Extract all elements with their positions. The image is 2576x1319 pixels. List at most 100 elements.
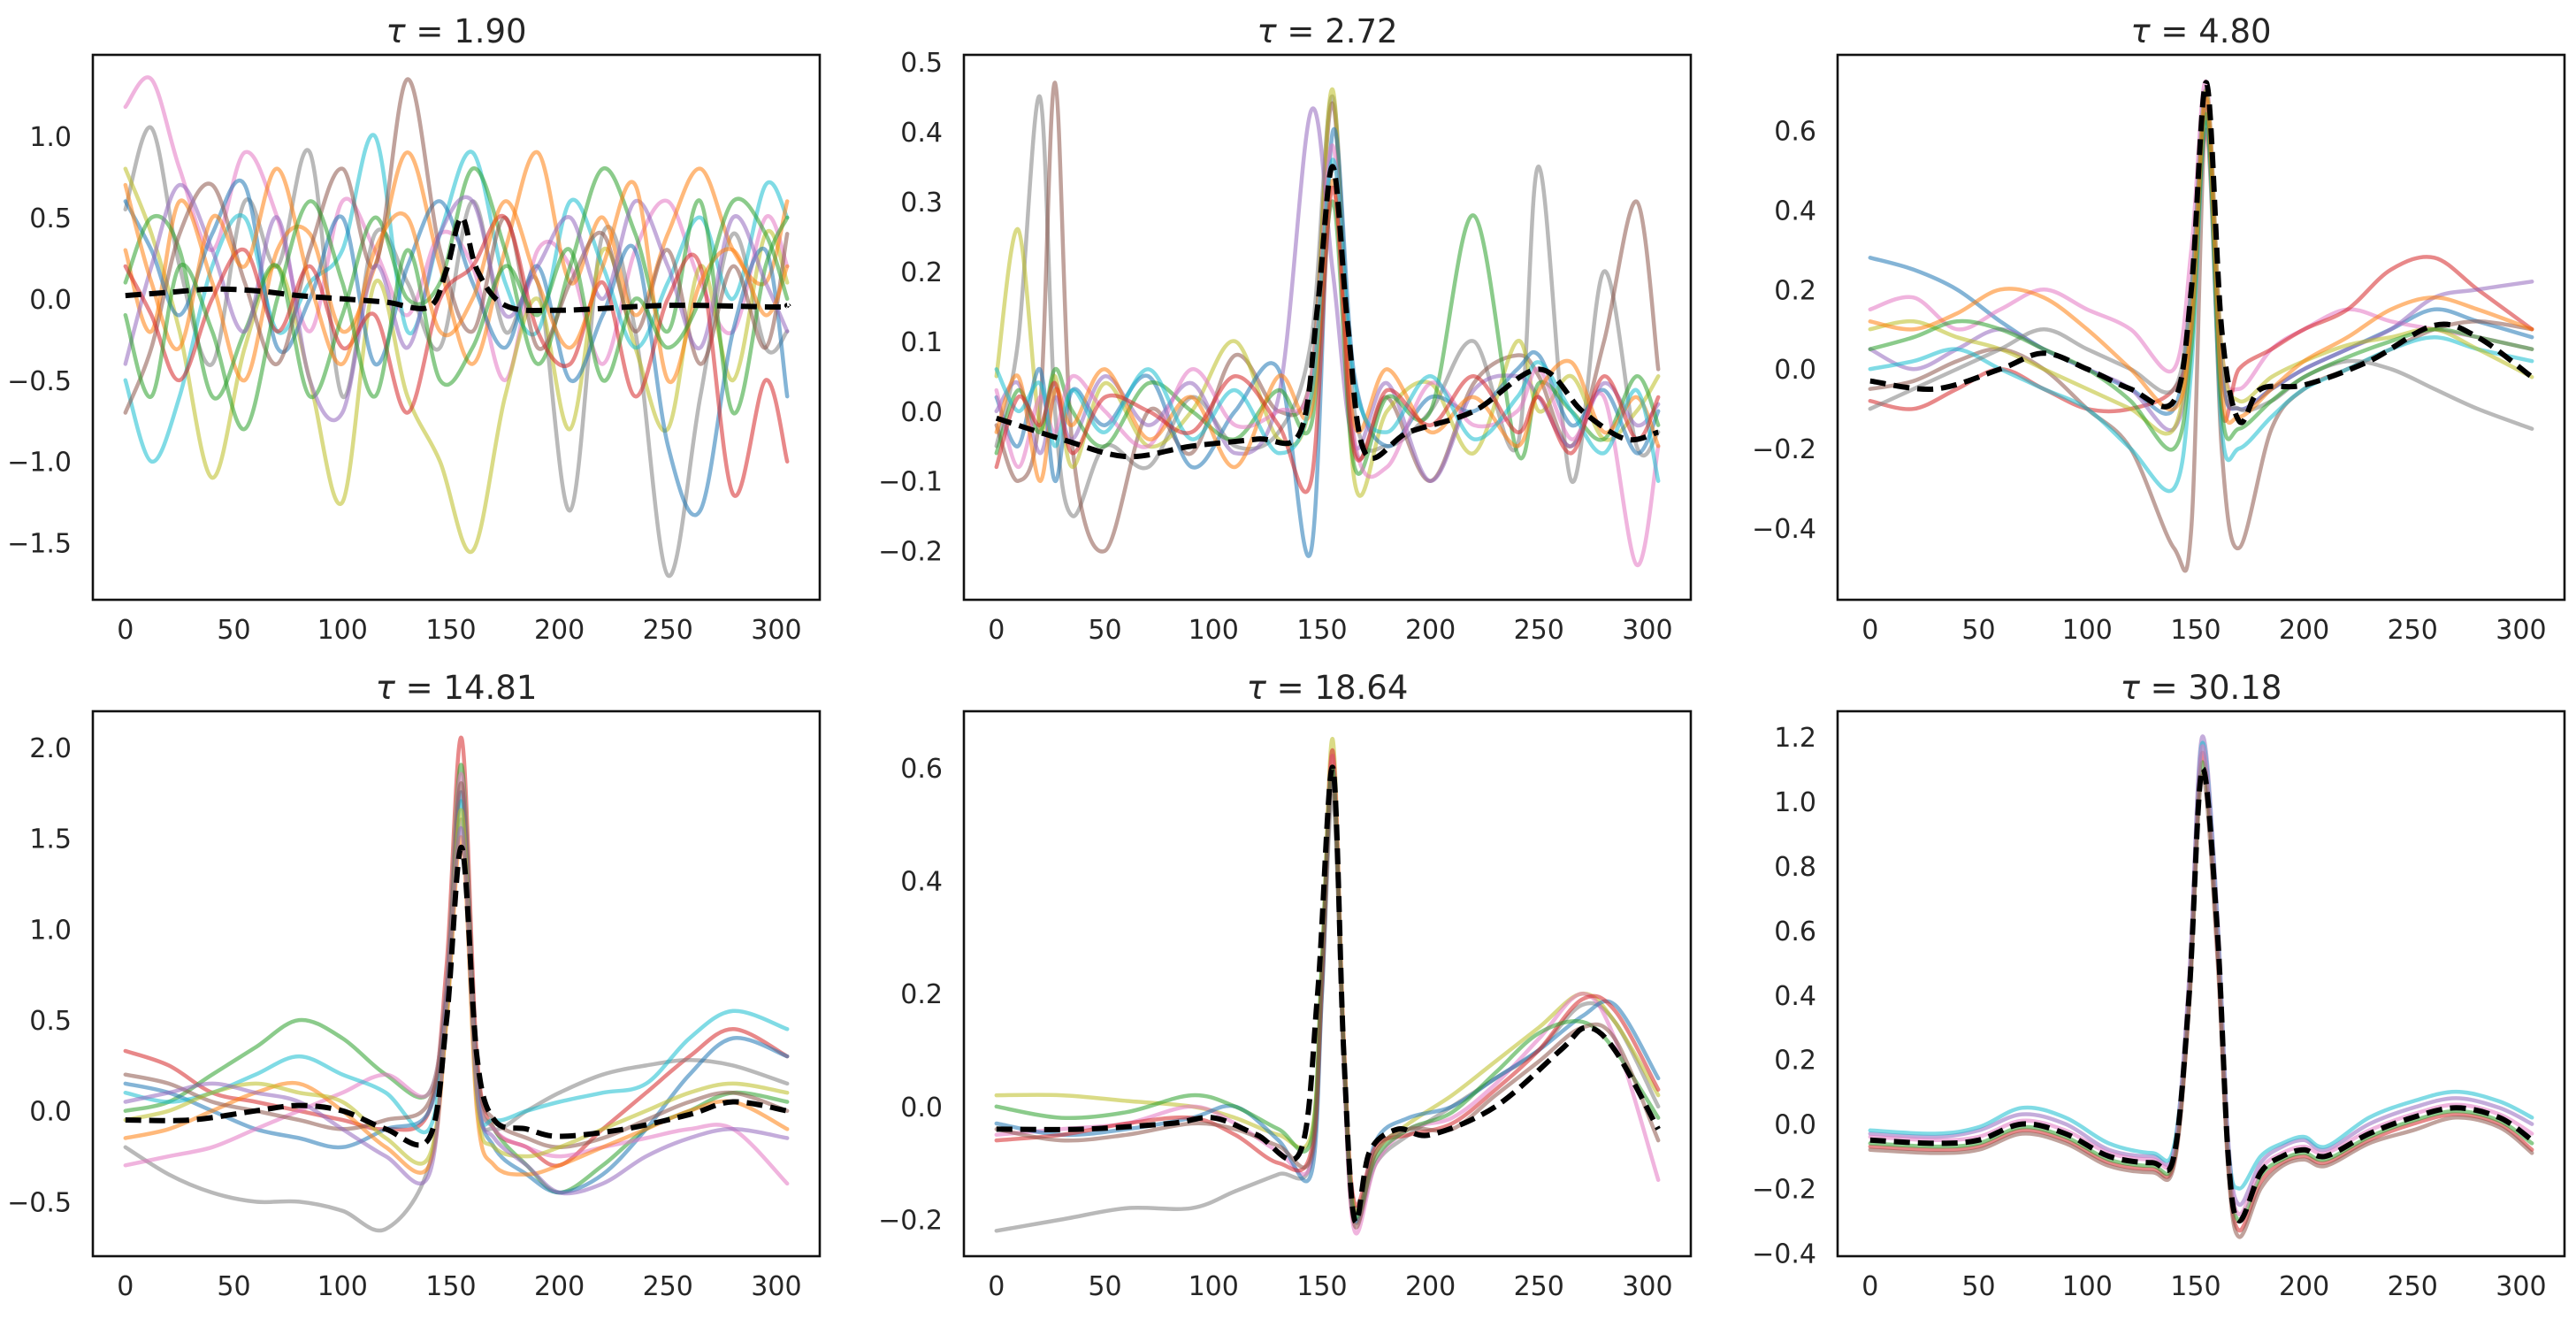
sample-line-8 [123,77,790,415]
x-tick-label: 250 [2388,615,2438,646]
panel-title: τ = 2.72 [1257,12,1397,50]
x-tick-label: 250 [1514,1271,1564,1302]
axes-frame [91,709,822,1258]
x-tick-label: 150 [1296,615,1347,646]
sample-line-5 [123,150,790,383]
panel-4: 0 50 100 150 200 250 300 2.0 1.5 1.0 0.5 0.0 −0.5 τ =… [7,669,822,1302]
mean-line [125,214,791,313]
sample-line-6 [123,178,790,518]
y-tick-label: −0.2 [878,537,943,568]
x-tick-label: 150 [425,615,476,646]
y-tick-label: −0.1 [878,467,943,498]
x-tick-label: 300 [751,615,801,646]
panel-5: 0 50 100 150 200 250 300 0.6 0.4 0.2 0.0 −0.2 τ = 18… [878,669,1693,1302]
plot-area [1868,734,2534,1239]
axes-frame [962,53,1693,602]
y-tick-label: 1.2 [1774,723,1816,754]
title-value: = 4.80 [2151,12,2272,50]
x-tick-label: 200 [1405,1271,1456,1302]
sample-line-6 [123,799,790,1134]
plot-area [994,81,1661,567]
x-tick-label: 0 [1861,615,1878,646]
title-value: = 2.72 [1277,12,1398,50]
plot-area [1868,79,2534,573]
y-tick-label: 0.0 [1774,355,1816,386]
panel-3: 0 50 100 150 200 250 300 0.6 0.4 0.2 0.0 −0.2 −0.4 τ … [1752,12,2566,646]
mean-line [996,764,1661,1225]
tau-symbol: τ [386,12,406,50]
title-value: = 14.81 [395,669,537,707]
sample-line-12 [123,196,790,432]
y-tick-label: 1.5 [29,824,72,855]
axes-frame [91,53,822,602]
y-tick-label: 0.8 [1774,852,1816,883]
tau-symbol: τ [2121,669,2141,707]
axes-frame [962,709,1693,1258]
y-tick-label: 0.6 [1774,116,1816,147]
y-tick-label: 0.1 [900,327,943,358]
sample-line-1 [1868,734,2534,1207]
x-tick-label: 0 [988,615,1005,646]
y-tick-label: 0.0 [900,397,943,428]
sample-line-9 [1868,112,2534,452]
x-tick-label: 150 [2170,1271,2221,1302]
plot-area [123,75,791,579]
x-tick-label: 0 [1861,1271,1878,1302]
panel-title: τ = 4.80 [2130,12,2271,50]
y-tick-label: 0.2 [900,979,943,1010]
x-tick-label: 250 [643,1271,693,1302]
x-tick-label: 250 [2388,1271,2438,1302]
sample-line-7 [123,166,790,416]
y-tick-label: −0.5 [7,366,72,397]
x-tick-label: 100 [1189,615,1239,646]
x-tick-label: 200 [534,1271,585,1302]
x-tick-label: 150 [425,1271,476,1302]
x-tick-label: 0 [117,1271,134,1302]
x-tick-label: 100 [317,1271,368,1302]
x-tick-label: 250 [1514,615,1564,646]
x-tick-label: 50 [217,615,250,646]
y-tick-label: −0.2 [878,1206,943,1237]
y-tick-label: 0.0 [900,1093,943,1123]
x-tick-label: 50 [1961,1271,1995,1302]
x-tick-label: 50 [1088,1271,1121,1302]
x-tick-label: 200 [2279,615,2329,646]
axes-frame [1836,53,2566,602]
x-tick-label: 0 [117,615,134,646]
sample-line-5 [123,771,790,1186]
x-tick-label: 150 [2170,615,2221,646]
sample-line-10 [1868,96,2534,426]
y-tick-label: 0.2 [900,257,943,288]
x-tick-label: 200 [534,615,585,646]
y-tick-label: −0.5 [7,1187,72,1218]
sample-line-10 [994,185,1661,495]
y-tick-label: 0.0 [1774,1110,1816,1141]
y-tick-label: 0.5 [900,48,943,79]
tau-symbol: τ [1247,669,1267,707]
sample-line-10 [123,825,790,1196]
y-tick-label: −0.4 [1752,514,1816,545]
panel-title: τ = 14.81 [376,669,538,707]
panel-6: 0 50 100 150 200 250 300 1.2 1.0 0.8 0.6 0.4 0.2 0.0 −… [1752,669,2566,1302]
y-tick-label: −0.2 [1752,434,1816,465]
tau-symbol: τ [2130,12,2151,50]
x-tick-label: 300 [2496,1271,2546,1302]
plot-area [994,737,1661,1236]
sample-line-7 [994,143,1661,567]
mean-line [1869,765,2534,1223]
x-tick-label: 50 [1961,615,1995,646]
y-tick-label: −1.5 [7,529,72,560]
y-tick-label: 1.0 [29,122,72,153]
y-tick-label: 0.6 [1774,916,1816,947]
tau-symbol: τ [376,669,396,707]
x-tick-label: 150 [1296,1271,1347,1302]
y-tick-label: 0.0 [29,285,72,316]
y-tick-label: −1.0 [7,448,72,479]
title-value: = 1.90 [406,12,527,50]
x-tick-label: 200 [2279,1271,2329,1302]
y-tick-label: −0.4 [1752,1238,1816,1269]
title-value: = 30.18 [2140,669,2282,707]
panel-2: 0 50 100 150 200 250 300 0.5 0.4 0.3 0.2 0.1 0.0 −0.1… [878,12,1693,646]
y-tick-label: 0.4 [1774,981,1816,1012]
